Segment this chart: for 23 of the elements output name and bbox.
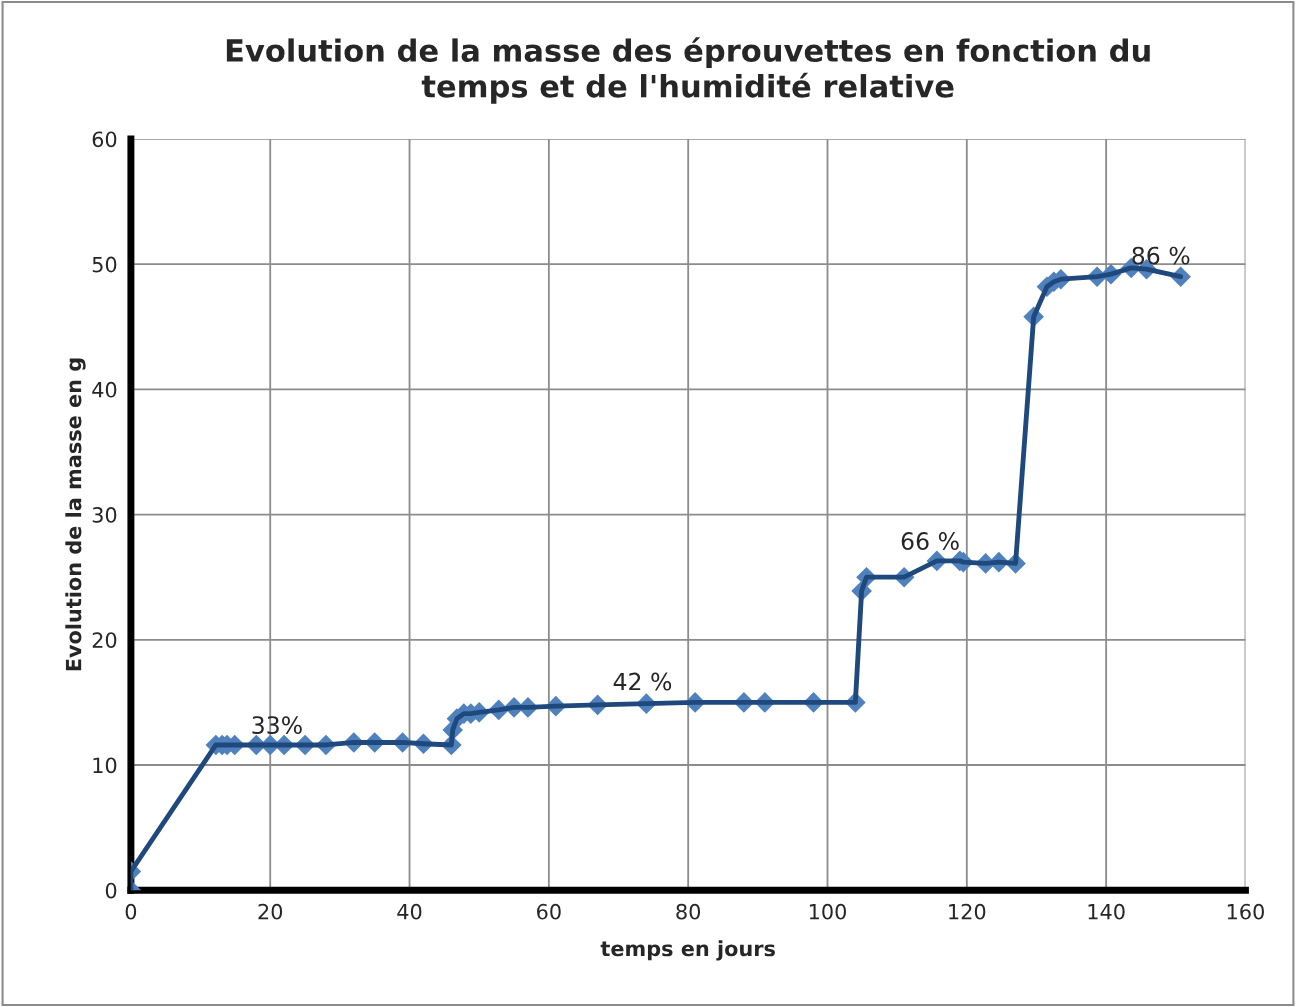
x-tick-label: 80 xyxy=(676,903,701,920)
x-tick-label: 60 xyxy=(537,903,561,920)
x-tick-label: 140 xyxy=(1088,903,1125,920)
y-tick-label: 10 xyxy=(93,757,117,774)
x-axis-title: temps en jours xyxy=(600,940,775,961)
annotation: 66 % xyxy=(901,532,959,550)
y-tick-label: 30 xyxy=(92,507,117,523)
x-tick-label: 100 xyxy=(809,903,846,920)
y-axis-title: Evolution de la masse en g xyxy=(65,358,86,671)
y-tick-label: 40 xyxy=(92,381,117,398)
annotation: 33% xyxy=(252,716,302,735)
annotation: 42 % xyxy=(613,672,672,691)
y-tick-label: 20 xyxy=(92,632,117,648)
y-tick-label: 0 xyxy=(105,882,117,899)
x-tick-label: 40 xyxy=(397,903,422,920)
x-tick-label: 0 xyxy=(125,903,137,920)
y-tick-label: 50 xyxy=(92,256,117,273)
x-tick-label: 20 xyxy=(258,903,283,920)
annotation: 86 % xyxy=(1132,246,1190,265)
chart-title: Evolution de la masse des éprouvettes en fonction du temps et de l'humidité relative xyxy=(226,37,1150,104)
x-tick-label: 120 xyxy=(949,903,986,920)
x-tick-label: 160 xyxy=(1227,903,1264,920)
y-tick-label: 60 xyxy=(92,131,117,148)
